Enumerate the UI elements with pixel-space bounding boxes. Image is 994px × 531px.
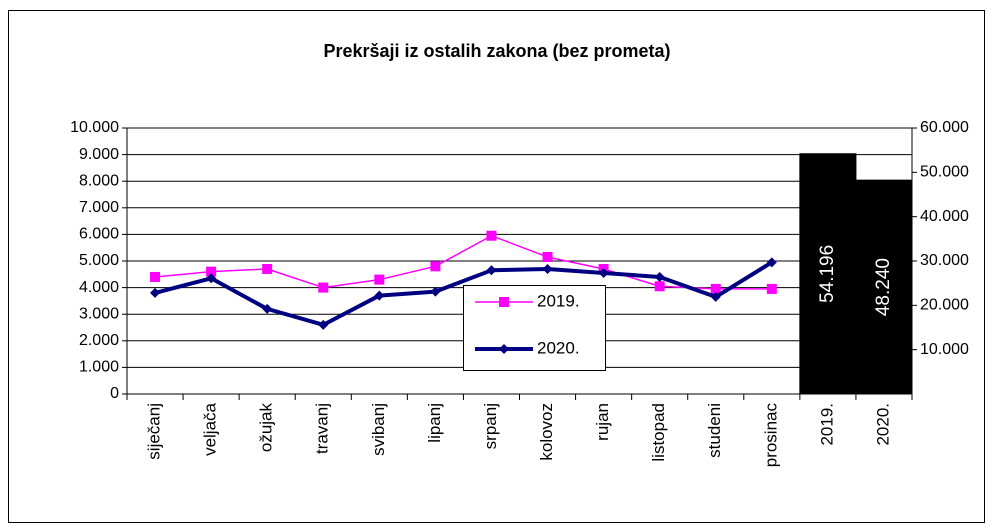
y-tick-label: 3.000	[79, 305, 119, 322]
x-tick-label: veljača	[201, 402, 220, 455]
y2-tick-label: 60.000	[920, 119, 969, 136]
legend-marker	[499, 297, 509, 307]
y-tick-label: 4.000	[79, 279, 119, 296]
marker	[262, 303, 273, 314]
series-line	[154, 260, 773, 327]
y2-tick-label: 20.000	[920, 297, 969, 314]
marker	[150, 287, 161, 298]
x-tick-label: travanj	[313, 403, 332, 454]
marker	[318, 319, 329, 330]
marker	[654, 281, 665, 292]
x-tick-label: 2020.	[873, 403, 892, 446]
y-tick-label: 1.000	[79, 359, 119, 376]
marker	[486, 265, 497, 276]
marker	[654, 271, 665, 282]
marker	[374, 290, 385, 301]
x-tick-label: siječanj	[145, 403, 164, 460]
marker	[542, 263, 553, 274]
marker	[710, 283, 721, 294]
legend: 2019. 2020.	[463, 285, 606, 371]
x-tick-label: ožujak	[257, 403, 276, 453]
x-tick-label: lipanj	[425, 403, 444, 443]
y-tick-label: 9.000	[79, 146, 119, 163]
y2-tick-label: 10.000	[920, 341, 969, 358]
y-tick-label: 0	[110, 385, 119, 402]
y2-tick-label: 40.000	[920, 208, 969, 225]
bar-value-label: 54.196	[817, 245, 838, 303]
marker	[374, 274, 385, 285]
y-tick-label: 7.000	[79, 199, 119, 216]
legend-label: 2020.	[537, 338, 580, 357]
marker	[318, 282, 329, 293]
y-tick-label: 2.000	[79, 332, 119, 349]
marker	[766, 283, 777, 294]
chart-title: Prekršaji iz ostalih zakona (bez prometa…	[323, 41, 670, 61]
x-tick-label: rujan	[593, 403, 612, 441]
x-tick-label: studeni	[705, 403, 724, 458]
y-tick-label: 10.000	[70, 119, 119, 136]
x-tick-label: srpanj	[481, 403, 500, 449]
bar	[855, 179, 913, 395]
y2-tick-label: 30.000	[920, 252, 969, 269]
y-tick-label: 6.000	[79, 226, 119, 243]
y2-tick-label: 50.000	[920, 164, 969, 181]
marker	[206, 273, 217, 284]
x-tick-label: listopad	[649, 403, 668, 462]
y-tick-label: 5.000	[79, 252, 119, 269]
marker	[598, 267, 609, 278]
marker	[766, 257, 777, 268]
legend-box	[463, 285, 606, 371]
marker	[486, 230, 497, 241]
marker	[150, 271, 161, 282]
bar-value-label: 48.240	[873, 258, 894, 316]
x-tick-label: prosinac	[761, 403, 780, 468]
marker	[710, 291, 721, 302]
x-tick-label: kolovoz	[537, 403, 556, 461]
x-tick-label: svibanj	[369, 403, 388, 456]
y-tick-label: 8.000	[79, 172, 119, 189]
marker	[430, 286, 441, 297]
legend-label: 2019.	[537, 291, 580, 310]
series-line	[154, 234, 772, 290]
x-tick-label: 2019.	[817, 403, 836, 446]
marker	[262, 263, 273, 274]
legend-marker	[499, 344, 509, 354]
marker	[206, 266, 217, 277]
marker	[542, 252, 553, 263]
marker	[430, 261, 441, 272]
